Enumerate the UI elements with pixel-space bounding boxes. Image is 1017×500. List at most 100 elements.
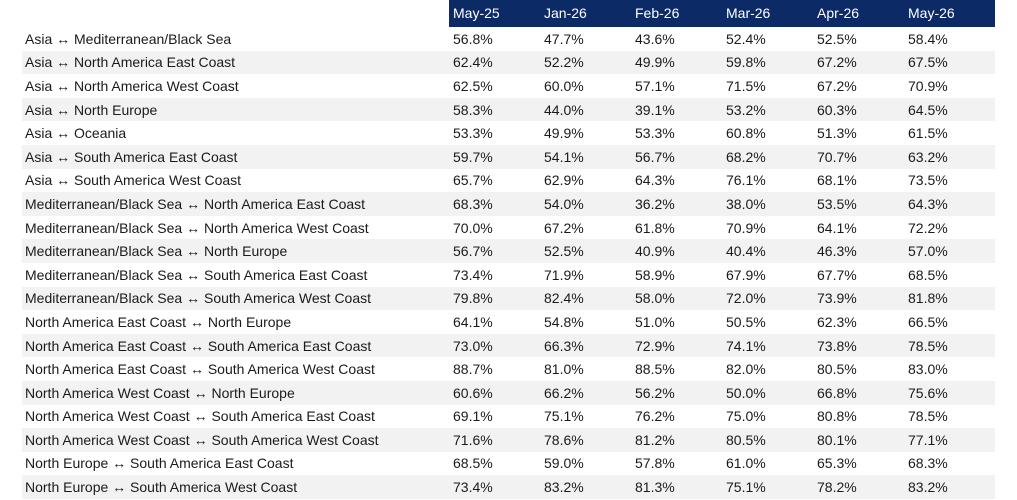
route-label: North America East Coast ↔ South America… xyxy=(22,333,449,358)
value-cell: 80.1% xyxy=(813,428,904,452)
value-cell: 81.8% xyxy=(904,286,995,311)
value-cell: 39.1% xyxy=(631,97,722,122)
table-row: Asia ↔ North Europe 58.3% 44.0% 39.1% 53.2% 6… xyxy=(22,97,996,122)
value-cell: 65.3% xyxy=(813,451,904,476)
value-cell: 67.7% xyxy=(813,262,904,287)
value-cell: 78.2% xyxy=(813,475,904,499)
value-cell: 64.1% xyxy=(813,215,904,240)
route-label: Asia ↔ South America West Coast xyxy=(22,168,449,193)
table-row: Asia ↔ Mediterranean/Black Sea 56.8% 47.7%… xyxy=(22,27,996,51)
table-row: Asia ↔ Oceania 53.3% 49.9% 53.3% 60.8% 51.3% 6… xyxy=(22,121,996,145)
table-row: Mediterranean/Black Sea ↔ South America … xyxy=(22,262,996,287)
value-cell: 40.9% xyxy=(631,239,722,263)
value-cell: 66.5% xyxy=(904,310,995,334)
route-label: North America West Coast ↔ North Europe xyxy=(22,380,449,405)
value-cell: 52.5% xyxy=(813,27,904,51)
table-row: Asia ↔ South America East Coast 59.7% 54.1… xyxy=(22,144,996,169)
value-cell: 81.0% xyxy=(540,357,631,381)
value-cell: 73.9% xyxy=(813,286,904,311)
value-cell: 46.3% xyxy=(813,239,904,263)
value-cell: 68.3% xyxy=(904,451,995,476)
column-header: May-25 xyxy=(449,0,540,27)
value-cell: 72.0% xyxy=(722,286,813,311)
value-cell: 70.9% xyxy=(904,74,995,98)
value-cell: 58.3% xyxy=(449,97,540,122)
table-row: North America West Coast ↔ South America… xyxy=(22,428,996,452)
value-cell: 72.2% xyxy=(904,215,995,240)
value-cell: 50.0% xyxy=(722,380,813,405)
value-cell: 75.0% xyxy=(722,404,813,429)
value-cell: 60.0% xyxy=(540,74,631,98)
value-cell: 70.9% xyxy=(722,215,813,240)
value-cell: 83.2% xyxy=(540,475,631,499)
value-cell: 54.1% xyxy=(540,144,631,169)
value-cell: 73.0% xyxy=(449,333,540,358)
value-cell: 61.0% xyxy=(722,451,813,476)
value-cell: 76.2% xyxy=(631,404,722,429)
value-cell: 67.5% xyxy=(904,50,995,75)
value-cell: 56.7% xyxy=(449,239,540,263)
value-cell: 80.8% xyxy=(813,404,904,429)
value-cell: 52.4% xyxy=(722,27,813,51)
value-cell: 57.8% xyxy=(631,451,722,476)
data-table: May-25 Jan-26 Feb-26 Mar-26 Apr-26 May-2… xyxy=(22,0,996,499)
value-cell: 88.7% xyxy=(449,357,540,381)
table-row: North America West Coast ↔ South America… xyxy=(22,404,996,429)
value-cell: 50.5% xyxy=(722,310,813,334)
value-cell: 71.6% xyxy=(449,428,540,452)
value-cell: 80.5% xyxy=(722,428,813,452)
value-cell: 65.7% xyxy=(449,168,540,193)
value-cell: 64.3% xyxy=(904,192,995,216)
value-cell: 64.1% xyxy=(449,310,540,334)
value-cell: 83.2% xyxy=(904,475,995,499)
value-cell: 63.2% xyxy=(904,144,995,169)
value-cell: 61.5% xyxy=(904,121,995,145)
value-cell: 53.2% xyxy=(722,97,813,122)
route-label: North Europe ↔ South America East Coast xyxy=(22,451,449,476)
value-cell: 60.8% xyxy=(722,121,813,145)
table-body: Asia ↔ Mediterranean/Black Sea 56.8% 47.7%… xyxy=(22,27,996,499)
value-cell: 58.9% xyxy=(631,262,722,287)
column-header: Mar-26 xyxy=(722,0,813,27)
value-cell: 67.2% xyxy=(813,74,904,98)
value-cell: 51.0% xyxy=(631,310,722,334)
value-cell: 57.0% xyxy=(904,239,995,263)
value-cell: 74.1% xyxy=(722,333,813,358)
value-cell: 78.5% xyxy=(904,333,995,358)
value-cell: 47.7% xyxy=(540,27,631,51)
header-row: May-25 Jan-26 Feb-26 Mar-26 Apr-26 May-2… xyxy=(22,0,996,27)
value-cell: 81.3% xyxy=(631,475,722,499)
value-cell: 68.5% xyxy=(904,262,995,287)
table-row: Mediterranean/Black Sea ↔ North America … xyxy=(22,192,996,216)
value-cell: 64.3% xyxy=(631,168,722,193)
table-row: Mediterranean/Black Sea ↔ South America … xyxy=(22,286,996,311)
value-cell: 36.2% xyxy=(631,192,722,216)
value-cell: 56.7% xyxy=(631,144,722,169)
value-cell: 78.5% xyxy=(904,404,995,429)
value-cell: 66.3% xyxy=(540,333,631,358)
value-cell: 75.1% xyxy=(540,404,631,429)
value-cell: 62.4% xyxy=(449,50,540,75)
value-cell: 83.0% xyxy=(904,357,995,381)
value-cell: 70.7% xyxy=(813,144,904,169)
value-cell: 67.2% xyxy=(540,215,631,240)
route-label: Asia ↔ North America East Coast xyxy=(22,50,449,75)
value-cell: 53.5% xyxy=(813,192,904,216)
value-cell: 53.3% xyxy=(449,121,540,145)
route-label: Mediterranean/Black Sea ↔ South America … xyxy=(22,262,449,287)
value-cell: 77.1% xyxy=(904,428,995,452)
value-cell: 75.6% xyxy=(904,380,995,405)
value-cell: 43.6% xyxy=(631,27,722,51)
value-cell: 68.5% xyxy=(449,451,540,476)
value-cell: 73.5% xyxy=(904,168,995,193)
table-row: Asia ↔ North America West Coast 62.5% 60.0… xyxy=(22,74,996,98)
value-cell: 51.3% xyxy=(813,121,904,145)
table-row: North America East Coast ↔ South America… xyxy=(22,333,996,358)
value-cell: 76.1% xyxy=(722,168,813,193)
value-cell: 62.9% xyxy=(540,168,631,193)
value-cell: 44.0% xyxy=(540,97,631,122)
column-header: Feb-26 xyxy=(631,0,722,27)
value-cell: 79.8% xyxy=(449,286,540,311)
value-cell: 52.2% xyxy=(540,50,631,75)
table-row: North America West Coast ↔ North Europe 6… xyxy=(22,380,996,405)
